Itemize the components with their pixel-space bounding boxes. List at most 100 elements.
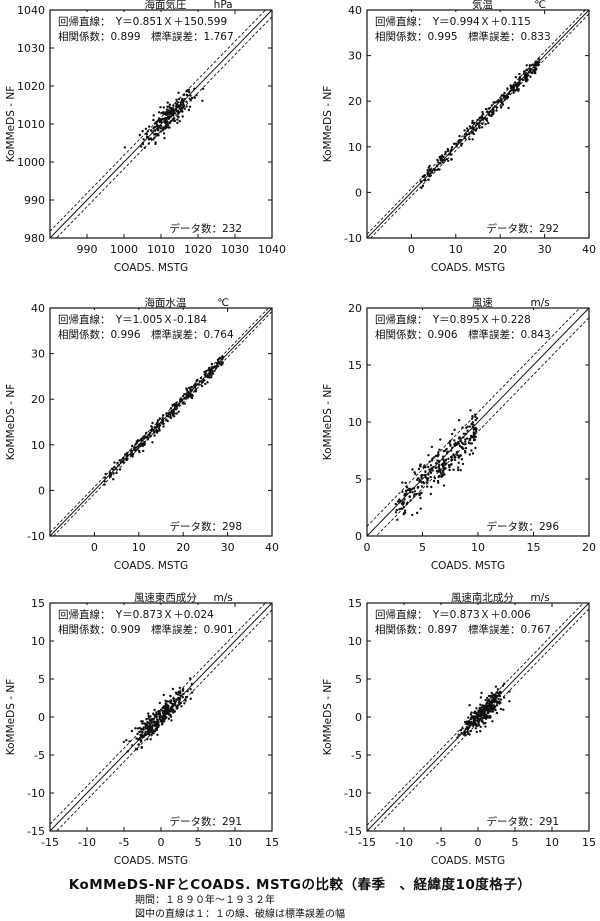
chart-title: 風速東西成分: [134, 591, 197, 604]
data-point: [121, 459, 124, 463]
x-tick-label: 10: [228, 836, 242, 849]
data-point: [441, 473, 445, 476]
data-point: [156, 124, 159, 128]
data-point: [471, 421, 474, 424]
data-point: [459, 454, 462, 457]
data-point: [126, 454, 129, 458]
data-point: [432, 479, 436, 483]
data-point: [474, 415, 477, 418]
data-point: [181, 115, 184, 118]
data-point: [167, 704, 170, 708]
count-text: データ数：291: [486, 815, 559, 828]
data-point: [479, 725, 482, 728]
data-point: [411, 513, 414, 517]
data-point: [404, 481, 407, 485]
data-point: [490, 691, 493, 695]
data-point: [165, 111, 168, 115]
data-point: [182, 93, 186, 97]
data-point: [108, 471, 111, 474]
data-point: [184, 699, 187, 702]
y-tick-label: 15: [348, 359, 362, 372]
data-point: [533, 71, 536, 75]
count-bg: [485, 813, 585, 827]
data-point: [529, 75, 532, 79]
data-point: [431, 171, 434, 174]
data-point: [198, 383, 201, 386]
data-point: [471, 130, 474, 134]
data-point: [479, 730, 482, 733]
data-point: [183, 402, 186, 405]
chart-title: 風速南北成分: [451, 591, 514, 604]
data-point: [402, 502, 405, 505]
data-point: [172, 104, 175, 107]
data-point: [190, 385, 193, 389]
data-point: [455, 443, 458, 446]
data-point: [165, 412, 168, 415]
chart-title: 気温: [472, 0, 493, 11]
y-tick-label: 1000: [17, 156, 45, 169]
data-point: [140, 145, 143, 148]
scatter-points: [103, 355, 225, 486]
x-tick-label: 10: [545, 836, 559, 849]
data-point: [525, 80, 528, 83]
data-point: [441, 159, 444, 162]
data-point: [469, 713, 472, 716]
data-point: [159, 124, 163, 128]
data-point: [141, 142, 145, 146]
data-point: [472, 132, 475, 136]
data-point: [457, 419, 461, 422]
data-point: [481, 717, 484, 720]
data-point: [503, 98, 506, 101]
data-point: [512, 91, 515, 94]
data-point: [193, 384, 196, 387]
std-error-line: [50, 603, 266, 825]
data-point: [420, 180, 423, 183]
data-point: [405, 486, 409, 489]
data-point: [166, 707, 169, 711]
data-point: [146, 737, 149, 741]
data-point: [163, 710, 166, 713]
std-error-line: [56, 609, 272, 831]
data-point: [176, 110, 179, 113]
figure-caption-title: KoMMeDS-NFとCOADS. MSTGの比較（春季 、経緯度10度格子）: [68, 877, 532, 893]
y-tick-label: 30: [348, 50, 362, 63]
data-point: [493, 701, 496, 704]
data-point: [478, 121, 481, 125]
data-point: [167, 710, 171, 713]
data-point: [173, 117, 176, 120]
data-point: [420, 186, 423, 190]
data-point: [495, 101, 498, 104]
data-point: [459, 440, 463, 443]
data-point: [193, 390, 197, 393]
data-point: [497, 100, 500, 104]
y-axis-label: KoMMeDS - NF: [322, 86, 334, 162]
data-point: [113, 465, 116, 469]
data-point: [176, 121, 179, 125]
data-point: [460, 143, 463, 147]
y-tick-label: 0: [38, 711, 45, 724]
data-point: [446, 147, 449, 151]
data-point: [185, 100, 188, 104]
data-point: [152, 126, 155, 130]
data-point: [426, 169, 429, 172]
data-point: [396, 518, 399, 521]
data-point: [158, 718, 161, 721]
data-point: [159, 127, 163, 130]
data-point: [154, 142, 157, 146]
data-point: [175, 707, 178, 710]
data-point: [155, 728, 159, 732]
data-point: [446, 450, 449, 453]
data-point: [475, 730, 478, 734]
data-point: [112, 472, 115, 475]
data-point: [189, 388, 192, 392]
data-point: [495, 711, 499, 715]
data-point: [409, 487, 412, 491]
data-point: [475, 127, 478, 130]
data-point: [521, 78, 525, 82]
data-point: [175, 692, 178, 695]
data-point: [171, 118, 174, 121]
data-point: [476, 118, 479, 122]
data-point: [430, 467, 433, 470]
data-point: [485, 119, 489, 123]
data-point: [506, 93, 509, 97]
